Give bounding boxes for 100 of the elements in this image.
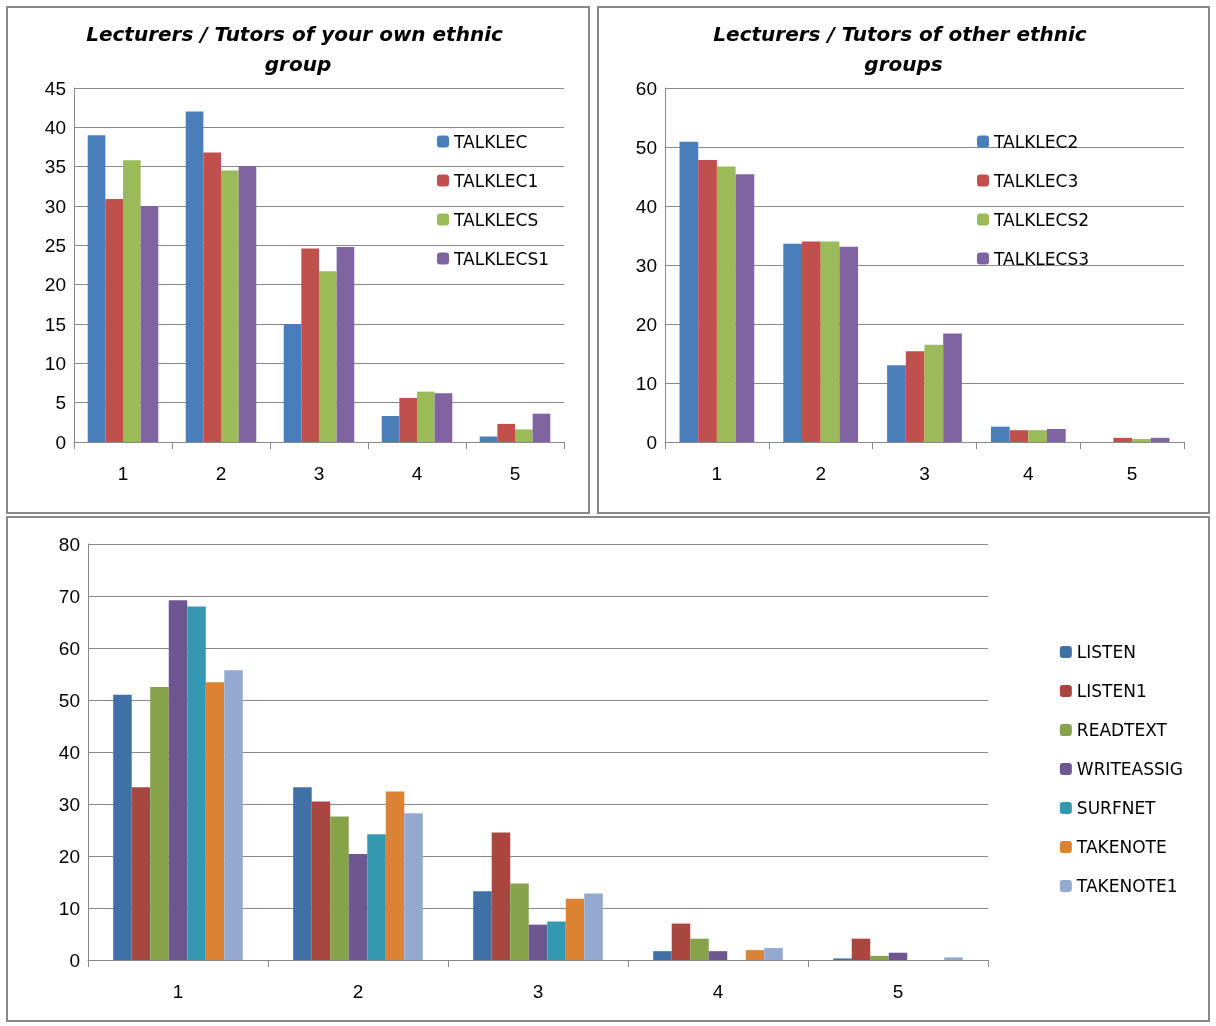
- bar: [123, 160, 141, 442]
- bar: [764, 948, 783, 960]
- bar: [105, 198, 123, 442]
- x-tick-label: 5: [509, 463, 521, 484]
- bar: [690, 938, 709, 960]
- x-tick-label: 3: [532, 981, 544, 1002]
- y-tick-label: 80: [58, 533, 80, 555]
- bar: [224, 670, 243, 960]
- bar: [679, 141, 699, 442]
- bar: [221, 170, 239, 442]
- x-tick-label: 2: [215, 463, 227, 484]
- legend-label: READTEXT: [1076, 720, 1168, 740]
- legend-label: TALKLEC: [453, 131, 528, 152]
- bar: [528, 924, 548, 960]
- legend-label: TALKLECS2: [993, 209, 1090, 230]
- bar: [708, 951, 728, 960]
- bar: [367, 834, 386, 960]
- x-tick-label: 2: [815, 463, 826, 484]
- x-tick-label: 1: [711, 463, 723, 484]
- bar: [802, 241, 821, 442]
- bar: [140, 206, 159, 442]
- bar: [820, 241, 840, 442]
- chart-title: Lecturers / Tutors of your own ethnic group: [86, 22, 510, 76]
- legend-label: WRITEASSIG: [1076, 759, 1184, 779]
- bar: [851, 938, 871, 960]
- bar: [87, 135, 106, 442]
- bar: [1046, 429, 1066, 442]
- bar: [839, 246, 859, 442]
- bar: [497, 423, 515, 442]
- legend-label: TAKENOTE1: [1075, 876, 1178, 896]
- y-tick-label: 45: [44, 77, 66, 99]
- x-tick-label: 2: [352, 981, 364, 1002]
- bar: [532, 413, 551, 442]
- bar: [716, 166, 736, 442]
- bar: [735, 174, 755, 442]
- y-tick-label: 20: [635, 313, 657, 335]
- bar: [943, 333, 962, 442]
- y-tick-label: 0: [69, 949, 80, 971]
- bar: [404, 813, 423, 960]
- x-tick-label: 1: [172, 981, 184, 1002]
- bar: [473, 891, 492, 960]
- x-tick-label: 4: [1023, 463, 1035, 484]
- bar: [783, 243, 803, 442]
- bar: [381, 416, 400, 442]
- bar: [1028, 430, 1047, 442]
- y-tick-label: 60: [58, 637, 80, 659]
- bar: [888, 952, 908, 960]
- bar: [584, 893, 603, 960]
- bar: [479, 436, 498, 442]
- y-tick-label: 70: [58, 585, 80, 607]
- bar: [417, 391, 435, 442]
- bar: [924, 344, 944, 442]
- y-tick-label: 40: [44, 116, 66, 138]
- bar: [187, 606, 206, 960]
- chart-title: Lecturers / Tutors of other ethnic groups: [713, 22, 1094, 76]
- y-tick-label: 40: [635, 195, 657, 217]
- x-tick-label: 5: [1126, 463, 1138, 484]
- bar: [1132, 439, 1151, 442]
- y-tick-label: 10: [58, 897, 80, 919]
- x-tick-label: 3: [313, 463, 325, 484]
- x-tick-label: 5: [892, 981, 904, 1002]
- bar: [990, 426, 1010, 442]
- bar: [385, 791, 405, 960]
- bar: [283, 324, 302, 442]
- y-tick-label: 60: [635, 77, 657, 99]
- y-tick-label: 0: [646, 431, 657, 453]
- bar: [905, 351, 925, 442]
- bar: [1150, 437, 1170, 442]
- bar: [319, 271, 337, 442]
- x-tick-label: 4: [712, 981, 724, 1002]
- y-tick-label: 35: [44, 156, 66, 178]
- bar: [944, 957, 963, 960]
- x-tick-label: 3: [919, 463, 930, 484]
- y-tick-label: 5: [55, 392, 66, 414]
- legend-label: LISTEN1: [1076, 681, 1147, 701]
- y-tick-label: 30: [635, 254, 657, 276]
- y-tick-label: 30: [58, 793, 80, 815]
- legend-label: SURFNET: [1076, 798, 1157, 818]
- legend-label: TALKLEC2: [993, 131, 1079, 152]
- bar: [510, 883, 529, 960]
- y-tick-label: 25: [44, 234, 66, 256]
- legend-label: TALKLEC1: [453, 170, 539, 191]
- bar: [311, 801, 331, 960]
- bar: [434, 393, 453, 442]
- bar: [491, 832, 511, 960]
- bar: [515, 429, 533, 442]
- bar: [653, 951, 672, 960]
- bar: [887, 365, 906, 442]
- y-tick-label: 50: [58, 689, 80, 711]
- x-tick-label: 4: [411, 463, 423, 484]
- bar: [113, 694, 132, 960]
- y-tick-label: 0: [55, 431, 66, 453]
- x-tick-label: 1: [117, 463, 129, 484]
- y-tick-label: 20: [58, 845, 80, 867]
- legend-label: TALKLEC3: [993, 170, 1079, 191]
- bar: [1009, 430, 1029, 442]
- bar: [205, 682, 225, 960]
- bar: [745, 950, 765, 960]
- bar: [238, 165, 257, 442]
- legend-label: LISTEN: [1076, 642, 1136, 662]
